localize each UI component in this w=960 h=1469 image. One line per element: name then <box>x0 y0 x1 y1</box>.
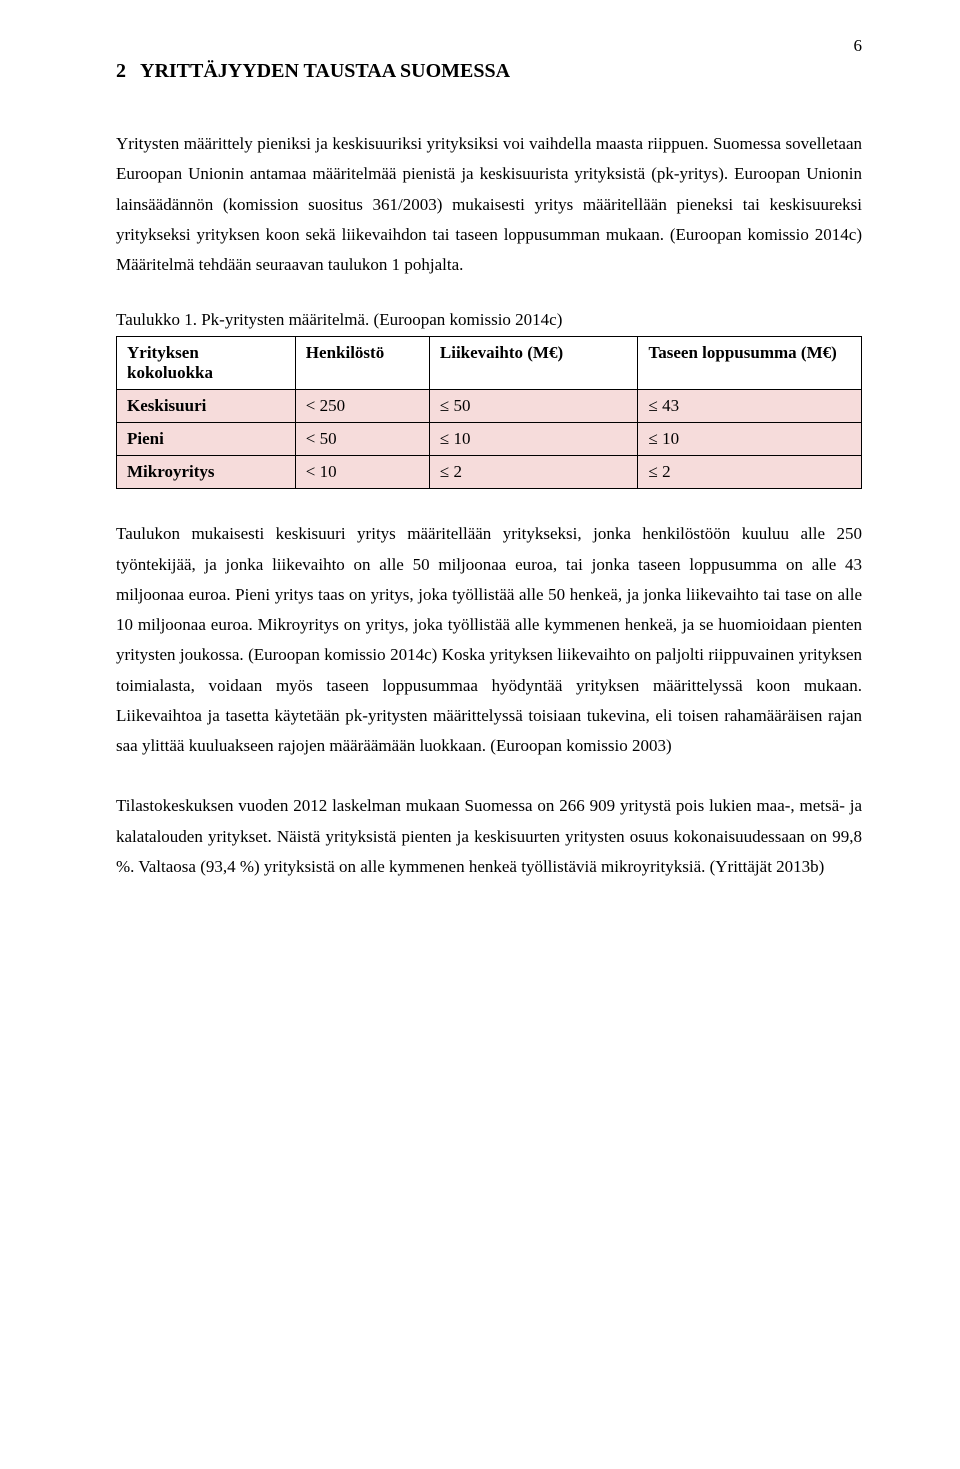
col-header-staff: Henkilöstö <box>295 337 429 390</box>
paragraph-statistics: Tilastokeskuksen vuoden 2012 laskelman m… <box>116 791 862 882</box>
section-heading: 2 YRITTÄJYYDEN TAUSTAA SUOMESSA <box>116 60 862 83</box>
table-header-row: Yrityksen kokoluokka Henkilöstö Liikevai… <box>117 337 862 390</box>
sme-definition-table: Yrityksen kokoluokka Henkilöstö Liikevai… <box>116 336 862 489</box>
col-header-size: Yrityksen kokoluokka <box>117 337 296 390</box>
col-header-turnover: Liikevaihto (M€) <box>429 337 638 390</box>
page-number: 6 <box>854 36 863 56</box>
paragraph-explanation: Taulukon mukaisesti keskisuuri yritys mä… <box>116 519 862 761</box>
table-row: Keskisuuri < 250 ≤ 50 ≤ 43 <box>117 390 862 423</box>
section-title: YRITTÄJYYDEN TAUSTAA SUOMESSA <box>140 60 510 82</box>
cell-balance: ≤ 2 <box>638 456 862 489</box>
cell-turnover: ≤ 50 <box>429 390 638 423</box>
table-row: Mikroyritys < 10 ≤ 2 ≤ 2 <box>117 456 862 489</box>
document-page: 6 2 YRITTÄJYYDEN TAUSTAA SUOMESSA Yrityst… <box>0 0 960 1469</box>
cell-turnover: ≤ 2 <box>429 456 638 489</box>
row-label: Keskisuuri <box>117 390 296 423</box>
cell-balance: ≤ 43 <box>638 390 862 423</box>
row-label: Mikroyritys <box>117 456 296 489</box>
col-header-balance: Taseen loppusumma (M€) <box>638 337 862 390</box>
cell-turnover: ≤ 10 <box>429 423 638 456</box>
table-caption: Taulukko 1. Pk-yritysten määritelmä. (Eu… <box>116 310 862 330</box>
cell-staff: < 250 <box>295 390 429 423</box>
cell-staff: < 10 <box>295 456 429 489</box>
cell-staff: < 50 <box>295 423 429 456</box>
row-label: Pieni <box>117 423 296 456</box>
cell-balance: ≤ 10 <box>638 423 862 456</box>
paragraph-intro: Yritysten määrittely pieniksi ja keskisu… <box>116 129 862 280</box>
table-row: Pieni < 50 ≤ 10 ≤ 10 <box>117 423 862 456</box>
section-number: 2 <box>116 60 126 83</box>
